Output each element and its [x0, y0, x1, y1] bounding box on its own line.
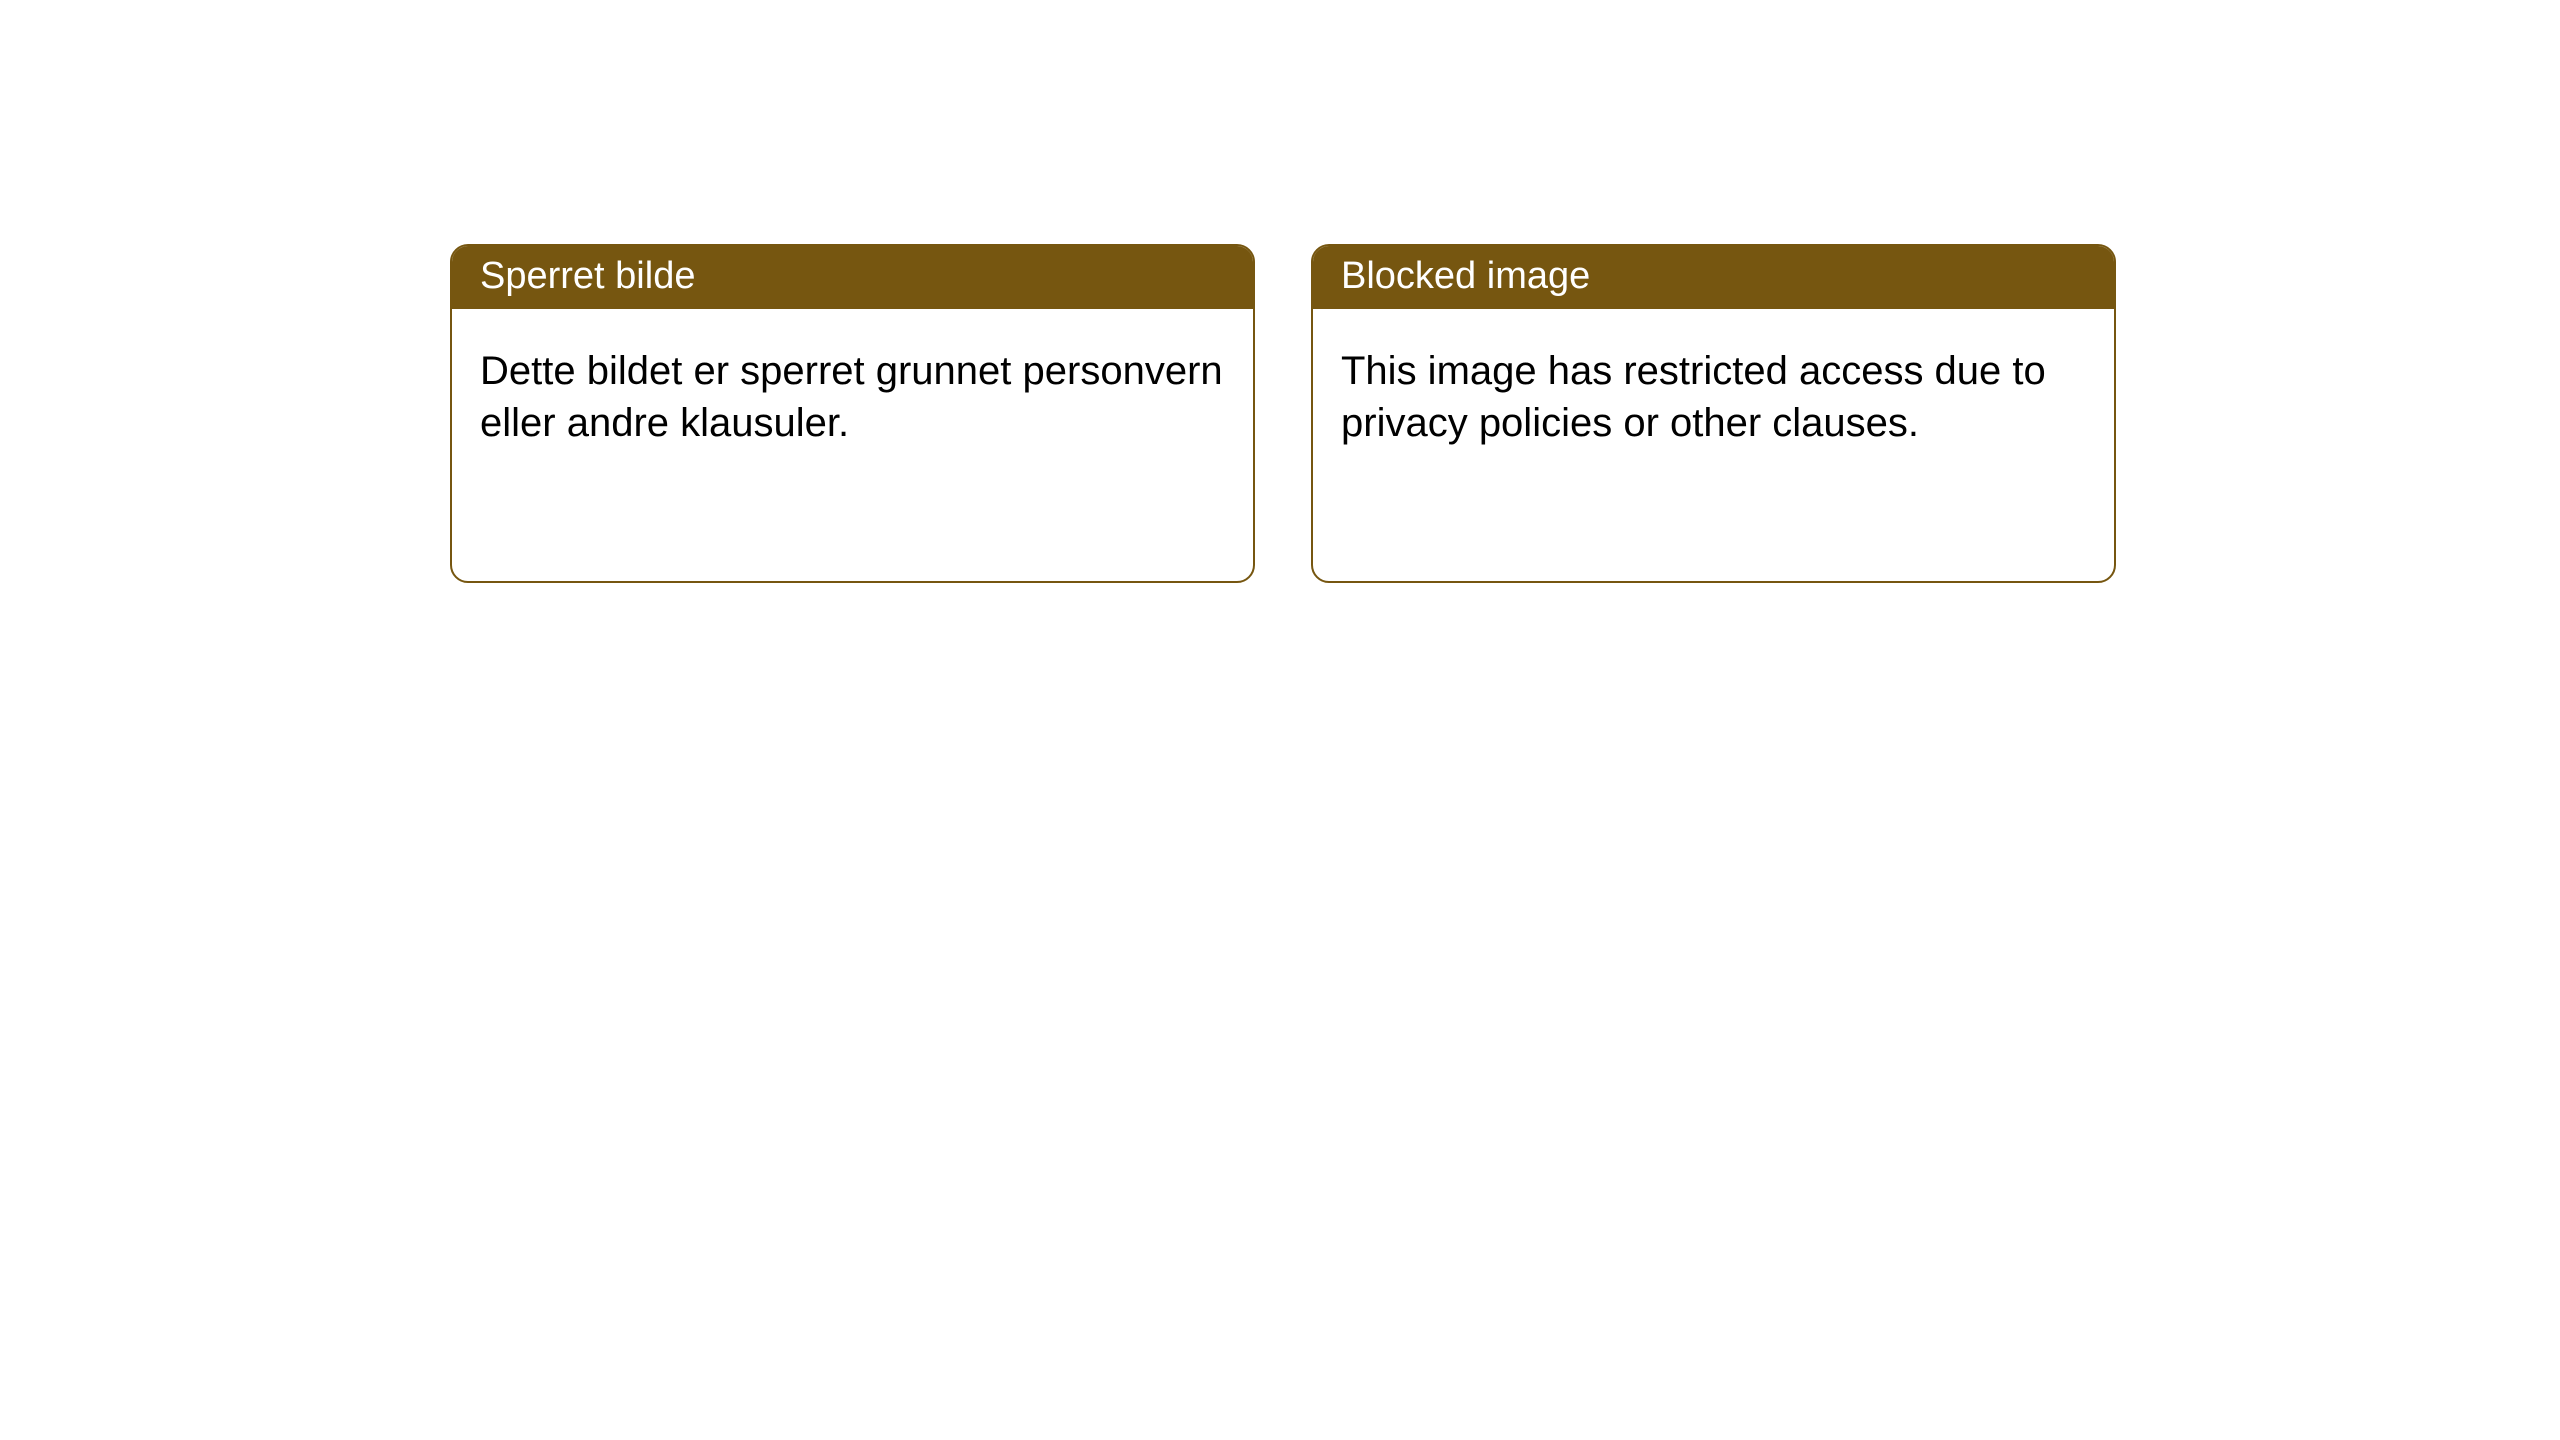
card-title: Blocked image: [1341, 255, 1590, 297]
card-message: This image has restricted access due to …: [1341, 349, 2046, 445]
card-header: Sperret bilde: [452, 246, 1253, 309]
notice-card-english: Blocked image This image has restricted …: [1311, 244, 2116, 583]
card-message: Dette bildet er sperret grunnet personve…: [480, 349, 1223, 445]
card-title: Sperret bilde: [480, 255, 695, 297]
card-body: Dette bildet er sperret grunnet personve…: [452, 309, 1253, 581]
notice-container: Sperret bilde Dette bildet er sperret gr…: [0, 0, 2560, 583]
card-header: Blocked image: [1313, 246, 2114, 309]
notice-card-norwegian: Sperret bilde Dette bildet er sperret gr…: [450, 244, 1255, 583]
card-body: This image has restricted access due to …: [1313, 309, 2114, 581]
